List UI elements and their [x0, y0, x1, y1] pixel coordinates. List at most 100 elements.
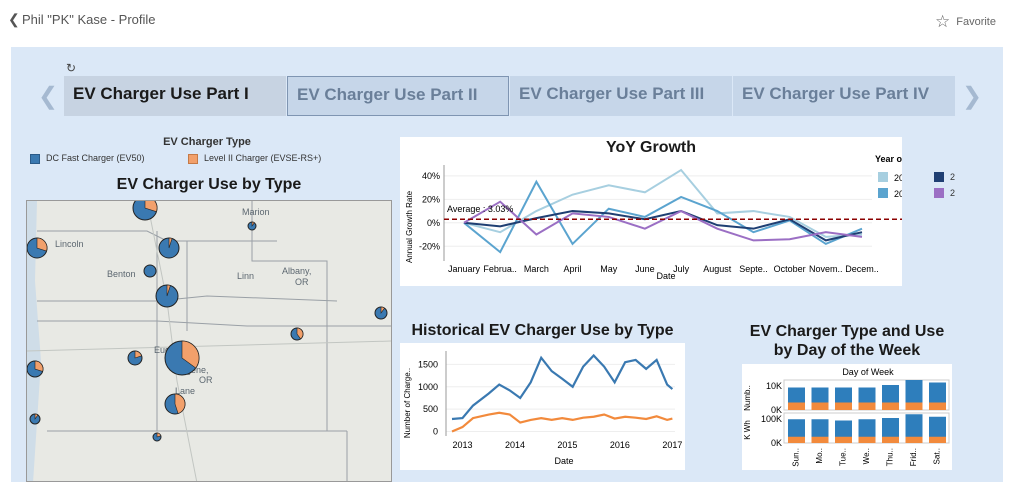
yoy-legend-swatch-2013[interactable] [878, 172, 888, 182]
yoy-legend-col2: 2 2 [934, 172, 955, 198]
map-title: EV Charger Use by Type [116, 176, 302, 193]
tab-part-2[interactable]: EV Charger Use Part II [287, 76, 509, 116]
yoy-legend-label-2014: 2014 [894, 189, 902, 199]
yoy-xtick: July [673, 264, 690, 274]
pie-slice-level2[interactable] [296, 327, 304, 340]
favorite-button[interactable]: ☆ Favorite [935, 12, 996, 32]
dow-bar-level2[interactable] [905, 402, 923, 411]
county-boundaries [37, 201, 391, 481]
place-marion: Marion [242, 207, 270, 217]
dow-bar-level2[interactable] [788, 402, 805, 411]
dow-bar-level2[interactable] [905, 436, 923, 443]
dow-header: Day of Week [842, 367, 894, 377]
pie-slice-level2[interactable] [380, 306, 385, 314]
yoy-legend-title: Year of Date [875, 154, 902, 164]
yoy-chart[interactable]: Annual Growth Rate 40% 20% 0% -20% January Fe… [400, 137, 902, 286]
tab-part-4[interactable]: EV Charger Use Part IV [733, 76, 955, 116]
yoy-ytick: 40% [422, 171, 440, 181]
prev-arrow-icon[interactable]: ❮ [38, 83, 59, 110]
hist-xtick: 2016 [610, 440, 630, 450]
pie-slice-level2[interactable] [181, 340, 200, 369]
yoy-ylabel: Annual Growth Rate [405, 190, 414, 263]
dow-bar-level2[interactable] [882, 436, 899, 443]
yoy-ytick: 20% [422, 194, 440, 204]
hist-xtick: 2013 [452, 440, 472, 450]
chevron-left-icon[interactable]: ❮ [8, 11, 20, 27]
dow-day-label: Sat.. [933, 448, 942, 464]
yoy-xtick: Novem.. [809, 264, 843, 274]
dow-day-label: Sun.. [792, 448, 801, 467]
yoy-legend-swatch-2015[interactable] [934, 172, 944, 182]
dow-day-label: Mo.. [815, 448, 824, 464]
yoy-xtick: May [600, 264, 618, 274]
pie-slice-level2[interactable] [168, 237, 173, 249]
place-eugene-state: OR [199, 375, 213, 385]
page-title: Phil "PK" Kase - Profile [22, 12, 156, 27]
pie-slice-level2[interactable] [34, 360, 44, 372]
pie-slice-level2[interactable] [166, 284, 171, 297]
pie-markers[interactable] [27, 201, 388, 442]
yoy-ytick: -20% [419, 241, 440, 251]
dow-bar-level2[interactable] [929, 436, 946, 443]
yoy-xtick: Februa.. [483, 264, 517, 274]
hist-chart[interactable]: Number of Charge.. 1500 1000 500 0 2013 2014 2… [400, 343, 685, 470]
dow-day-label: We.. [862, 448, 871, 464]
pie-marker[interactable] [143, 264, 157, 278]
yoy-series-line[interactable] [463, 210, 863, 242]
dow-chart[interactable]: Day of Week Numb.. K Wh 10K0K100K0KSun..… [742, 364, 952, 470]
dow-bar-level2[interactable] [811, 436, 829, 443]
yoy-title: YoY Growth [605, 139, 697, 156]
top-bar: ❮ Phil "PK" Kase - Profile ☆ Favorite [0, 0, 1024, 42]
next-arrow-icon[interactable]: ❯ [962, 83, 983, 110]
dow-ytick: 0K [771, 438, 782, 448]
dow-bar-level2[interactable] [835, 402, 852, 411]
dow-bar-level2[interactable] [788, 436, 805, 443]
yoy-series-line[interactable] [463, 179, 863, 254]
legend-title: EV Charger Type [163, 136, 251, 148]
dow-bar-dc[interactable] [905, 414, 923, 443]
hist-series-line[interactable] [451, 353, 674, 421]
map-view[interactable]: Marion Lincoln Benton Linn Albany, OR Eu… [26, 200, 392, 482]
legend-item-level2[interactable]: Level II Charger (EVSE-RS+) [188, 153, 321, 164]
dow-bar-level2[interactable] [858, 436, 876, 443]
yoy-panel: YoY Growth Annual Growth Rate 40% 20% 0% -2… [400, 137, 902, 286]
dow-title-line1: EV Charger Type and Use [749, 323, 945, 340]
map-svg: Marion Lincoln Benton Linn Albany, OR Eu… [27, 201, 391, 481]
pie-slice-level2[interactable] [156, 432, 162, 438]
dow-bar-level2[interactable] [882, 402, 899, 411]
pie-slice-level2[interactable] [174, 393, 186, 414]
hist-series-line[interactable] [451, 411, 673, 433]
pie-slice-level2[interactable] [251, 221, 255, 227]
yoy-legend-swatch-2014[interactable] [878, 188, 888, 198]
place-lincoln: Lincoln [55, 239, 84, 249]
pie-slice-level2[interactable] [36, 237, 48, 252]
story-tabs: EV Charger Use Part I EV Charger Use Par… [64, 76, 955, 116]
dow-title-line2: by Day of the Week [773, 342, 921, 359]
dow-bar-level2[interactable] [858, 402, 876, 411]
dow-bar-level2[interactable] [835, 436, 852, 443]
place-lane: Lane [175, 386, 195, 396]
yoy-ytick: 0% [427, 218, 440, 228]
place-linn: Linn [237, 271, 254, 281]
pie-slice-level2[interactable] [34, 413, 39, 420]
hist-panel: Number of Charge.. 1500 1000 500 0 2013 2014 2… [400, 343, 685, 470]
legend-item-dc[interactable]: DC Fast Charger (EV50) [30, 153, 145, 164]
yoy-series-line[interactable] [463, 168, 863, 238]
dow-bar-level2[interactable] [929, 402, 946, 411]
pie-slice-level2[interactable] [144, 201, 158, 213]
refresh-icon[interactable]: ↻ [66, 61, 77, 75]
legend-swatch [30, 153, 40, 164]
pie-slice-level2[interactable] [134, 350, 143, 359]
dow-bar-level2[interactable] [811, 402, 829, 411]
yoy-xlabel: Date [656, 271, 675, 281]
yoy-xtick: April [564, 264, 582, 274]
dow-bar-dc[interactable] [929, 416, 946, 443]
hist-xlabel: Date [554, 456, 573, 466]
dow-ytick: 10K [766, 381, 782, 391]
hist-xtick: 2014 [505, 440, 525, 450]
tab-part-1[interactable]: EV Charger Use Part I [64, 76, 286, 116]
hist-ytick: 0 [433, 427, 438, 437]
tab-part-3[interactable]: EV Charger Use Part III [510, 76, 732, 116]
hist-xtick: 2015 [557, 440, 577, 450]
yoy-legend-swatch-2016[interactable] [934, 188, 944, 198]
